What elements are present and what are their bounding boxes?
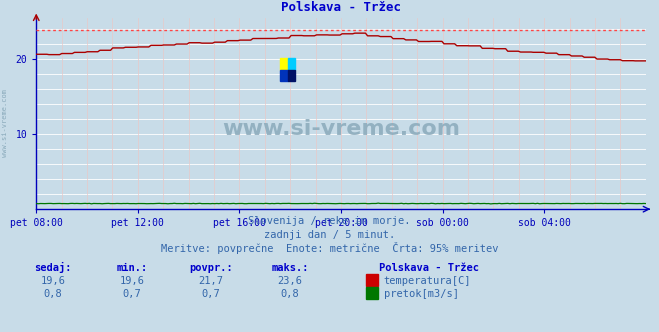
Text: 0,7: 0,7	[123, 289, 141, 299]
Text: zadnji dan / 5 minut.: zadnji dan / 5 minut.	[264, 230, 395, 240]
Bar	[280, 70, 288, 81]
Text: maks.:: maks.:	[272, 263, 308, 273]
Text: 23,6: 23,6	[277, 276, 302, 286]
Bar	[288, 70, 295, 81]
Bar	[288, 58, 295, 70]
Text: 0,7: 0,7	[202, 289, 220, 299]
Text: pretok[m3/s]: pretok[m3/s]	[384, 289, 459, 299]
Title: Polskava - Tržec: Polskava - Tržec	[281, 1, 401, 14]
Text: www.si-vreme.com: www.si-vreme.com	[2, 89, 9, 157]
Text: 0,8: 0,8	[43, 289, 62, 299]
Text: sedaj:: sedaj:	[34, 262, 71, 273]
Bar	[280, 58, 288, 70]
Text: Slovenija / reke in morje.: Slovenija / reke in morje.	[248, 216, 411, 226]
Text: 0,8: 0,8	[281, 289, 299, 299]
Text: 21,7: 21,7	[198, 276, 223, 286]
Text: Meritve: povprečne  Enote: metrične  Črta: 95% meritev: Meritve: povprečne Enote: metrične Črta:…	[161, 242, 498, 254]
Text: Polskava - Tržec: Polskava - Tržec	[379, 263, 479, 273]
Text: 19,6: 19,6	[119, 276, 144, 286]
Text: www.si-vreme.com: www.si-vreme.com	[222, 119, 460, 139]
Text: povpr.:: povpr.:	[189, 263, 233, 273]
Text: temperatura[C]: temperatura[C]	[384, 276, 471, 286]
Text: min.:: min.:	[116, 263, 148, 273]
Text: 19,6: 19,6	[40, 276, 65, 286]
